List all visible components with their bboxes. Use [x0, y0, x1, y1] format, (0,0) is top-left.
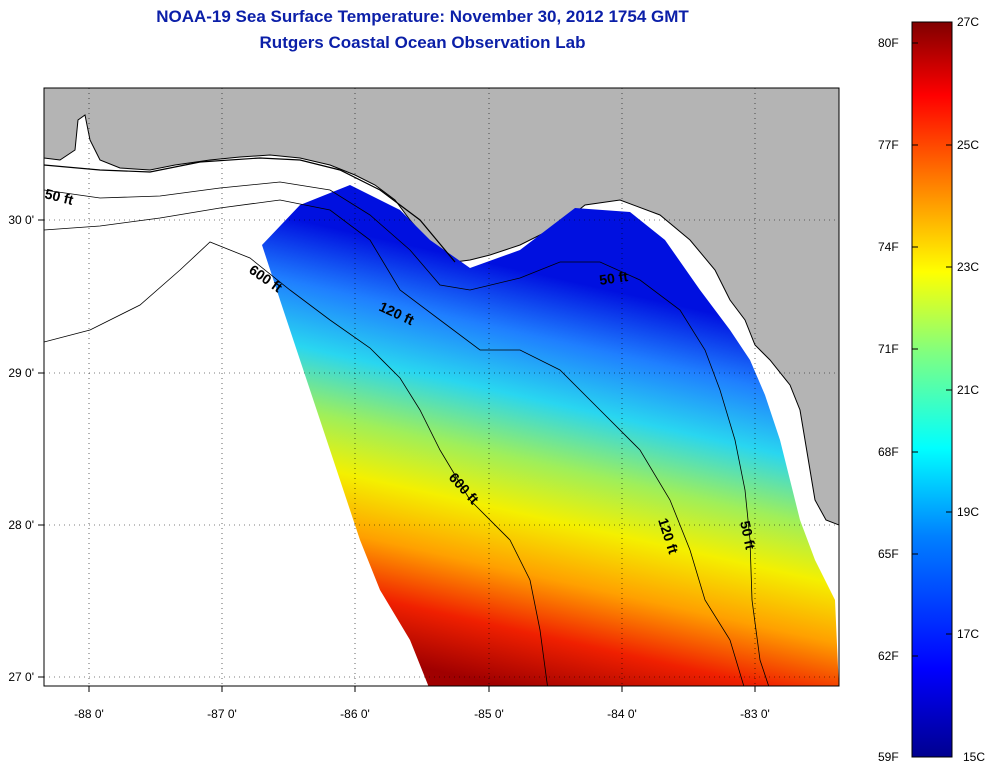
- colorbar-c-label: 15C: [963, 750, 986, 764]
- coastline: [44, 157, 456, 263]
- colorbar-c-label: 21C: [957, 383, 980, 397]
- colorbar-f-label: 62F: [878, 649, 899, 663]
- colorbar-c-label: 23C: [957, 260, 980, 274]
- contour-600ft-line: [44, 241, 548, 686]
- plot-frame: [43, 87, 840, 687]
- colorbar-f-label: 77F: [878, 138, 899, 152]
- lon-tick-label: -84 0': [607, 707, 637, 721]
- lon-tick-label: -83 0': [740, 707, 770, 721]
- contour-120ft-line: [44, 199, 745, 686]
- colorbar-c-label: 19C: [957, 505, 980, 519]
- map-subtitle: Rutgers Coastal Ocean Observation Lab: [259, 33, 586, 52]
- colorbar-c-label: 25C: [957, 138, 980, 152]
- colorbar-f-label: 80F: [878, 36, 899, 50]
- contour-50ft-line: [44, 181, 770, 686]
- colorbar-c-label: 17C: [957, 627, 980, 641]
- sst-swath: [262, 185, 839, 686]
- lon-tick-label: -88 0': [74, 707, 104, 721]
- lat-tick-label: 29 0': [8, 366, 34, 380]
- lat-tick-label: 28 0': [8, 518, 34, 532]
- map-title: NOAA-19 Sea Surface Temperature: Novembe…: [156, 7, 689, 26]
- colorbar-f-label: 65F: [878, 547, 899, 561]
- depth-label: 50 ft: [737, 519, 759, 551]
- lon-tick-label: -87 0': [207, 707, 237, 721]
- lat-tick-label: 27 0': [8, 670, 34, 684]
- depth-label: 50 ft: [43, 185, 75, 208]
- lon-tick-label: -86 0': [340, 707, 370, 721]
- colorbar-f-label: 71F: [878, 342, 899, 356]
- colorbar-ticks: [912, 21, 952, 657]
- lat-tick-label: 30 0': [8, 213, 34, 227]
- colorbar-f-label: 59F: [878, 750, 899, 764]
- colorbar-f-label: 68F: [878, 445, 899, 459]
- colorbar-c-label: 27C: [957, 15, 980, 29]
- axis-ticks: [38, 219, 756, 692]
- colorbar-f-label: 74F: [878, 240, 899, 254]
- depth-label: 50 ft: [598, 268, 629, 288]
- colorbar: [911, 21, 953, 758]
- lon-tick-label: -85 0': [474, 707, 504, 721]
